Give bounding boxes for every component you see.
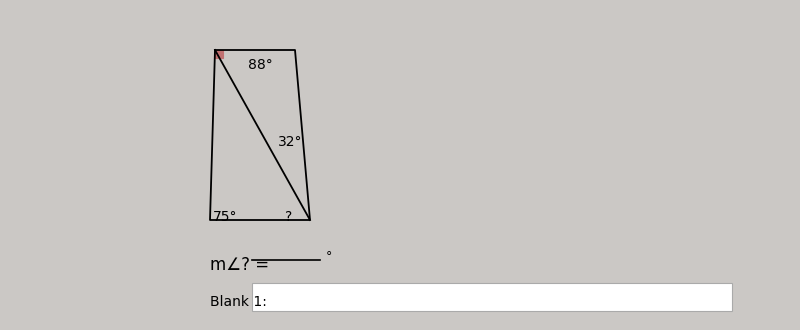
Text: ?: ? <box>285 210 292 224</box>
Text: 75°: 75° <box>213 210 238 224</box>
Bar <box>252 283 732 311</box>
Text: 32°: 32° <box>278 135 302 149</box>
Text: Blank 1:: Blank 1: <box>210 295 267 309</box>
Text: 88°: 88° <box>248 58 273 72</box>
Text: m∠? =: m∠? = <box>210 256 269 274</box>
Polygon shape <box>215 50 223 58</box>
Text: °: ° <box>326 250 332 263</box>
